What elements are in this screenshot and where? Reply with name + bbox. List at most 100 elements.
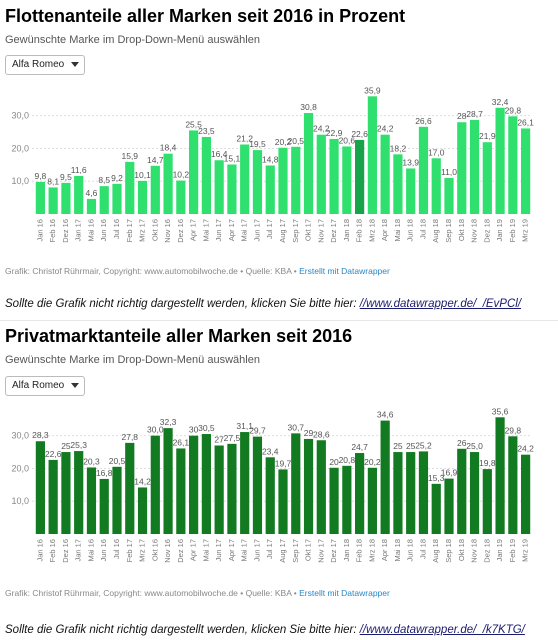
bar-value-label: 29	[304, 428, 314, 438]
bar-value-label: 21,2	[236, 134, 253, 144]
x-tick-label: Jun 17	[214, 219, 223, 242]
bar-value-label: 32,3	[160, 417, 177, 427]
bar-value-label: 19,5	[249, 139, 266, 149]
brand-select[interactable]: Alfa Romeo	[5, 55, 85, 75]
x-tick-label: Feb 19	[508, 539, 517, 562]
bar-value-label: 20	[329, 457, 339, 467]
bar-value-label: 20,2	[364, 457, 381, 467]
bar-value-label: 11,0	[441, 167, 457, 177]
bar	[380, 420, 390, 534]
bar-value-label: 16,9	[441, 468, 458, 478]
bar	[99, 478, 109, 534]
x-tick-label: Nov 18	[470, 219, 479, 243]
datawrapper-link[interactable]: Erstellt mit Datawrapper	[299, 266, 390, 276]
bar	[521, 454, 531, 534]
bar	[125, 442, 135, 534]
bar	[495, 417, 505, 534]
x-tick-label: Aug 17	[278, 539, 287, 563]
x-tick-label: Feb 19	[508, 219, 517, 242]
bar	[189, 130, 199, 214]
x-tick-label: Nov 17	[316, 539, 325, 563]
bar-value-label: 27	[214, 435, 224, 445]
bar-value-label: 35,9	[364, 85, 381, 95]
bar	[406, 168, 416, 214]
bar-value-label: 4,6	[86, 188, 98, 198]
x-tick-label: Jul 16	[112, 539, 121, 559]
brand-select[interactable]: Alfa Romeo	[5, 376, 85, 396]
bar-value-label: 20,5	[287, 136, 304, 146]
bar	[35, 181, 45, 214]
bar	[291, 146, 301, 214]
x-tick-label: Jan 17	[74, 539, 83, 562]
bar	[61, 452, 71, 534]
bar-value-label: 30	[189, 425, 199, 435]
x-tick-label: Jul 18	[418, 219, 427, 239]
bar	[112, 466, 122, 534]
bar	[278, 469, 288, 534]
x-tick-label: Sep 18	[444, 219, 453, 243]
bar	[214, 445, 224, 534]
fallback-link[interactable]: //www.datawrapper.de/_/EvPCl/	[359, 298, 522, 310]
bar	[291, 433, 301, 534]
bar	[329, 138, 339, 214]
x-tick-label: Dez 17	[329, 539, 338, 563]
bar-value-label: 26,6	[415, 116, 432, 126]
bar	[482, 469, 492, 534]
y-tick-label: 30,0	[11, 111, 29, 121]
x-tick-label: Nov 16	[163, 539, 172, 563]
fallback-note: Sollte die Grafik nicht richtig dargeste…	[5, 298, 553, 310]
bar-value-label: 20,3	[83, 456, 100, 466]
bar	[125, 161, 135, 214]
x-tick-label: Okt 16	[150, 539, 159, 561]
x-tick-label: Mai 18	[393, 219, 402, 242]
x-tick-label: Feb 18	[355, 219, 364, 242]
x-tick-label: Jun 16	[99, 219, 108, 242]
bar	[508, 436, 518, 534]
bar-value-label: 9,5	[60, 172, 72, 182]
x-tick-label: Jan 18	[342, 219, 351, 242]
x-tick-label: Apr 17	[227, 219, 236, 241]
x-tick-label: Sep 17	[291, 219, 300, 243]
x-tick-label: Apr 17	[227, 539, 236, 561]
bar	[342, 465, 352, 534]
x-tick-label: Aug 18	[431, 539, 440, 563]
bar	[482, 142, 492, 214]
x-tick-label: Feb 17	[125, 219, 134, 242]
x-tick-label: Jul 17	[265, 539, 274, 559]
datawrapper-link[interactable]: Erstellt mit Datawrapper	[299, 588, 390, 598]
fallback-link[interactable]: //www.datawrapper.de/_/k7KTG/	[359, 624, 525, 636]
bar	[48, 187, 58, 214]
bar-value-label: 29,7	[249, 426, 266, 436]
x-tick-label: Nov 16	[163, 219, 172, 243]
bar	[367, 96, 377, 214]
bar	[316, 440, 326, 534]
bar	[176, 448, 186, 534]
bar-value-label: 24,2	[517, 444, 534, 454]
x-tick-label: Feb 17	[125, 539, 134, 562]
x-tick-label: Mrz 17	[138, 219, 147, 242]
chevron-down-icon	[71, 62, 79, 67]
bar	[240, 432, 250, 534]
x-tick-label: Feb 16	[48, 539, 57, 562]
bar-value-label: 25,5	[185, 119, 202, 129]
bar-value-label: 15,1	[224, 154, 241, 164]
bar	[444, 478, 454, 534]
bar	[418, 451, 429, 534]
bar	[189, 435, 199, 534]
bar-value-label: 11,6	[71, 165, 87, 175]
bar-value-label: 30,0	[147, 425, 164, 435]
x-tick-label: Mai 17	[201, 219, 210, 242]
bar	[74, 175, 84, 214]
bar	[150, 165, 160, 214]
x-tick-label: Jun 18	[406, 539, 415, 562]
bar-value-label: 23,5	[198, 126, 215, 136]
bar	[521, 128, 531, 214]
bar	[163, 428, 173, 534]
bar	[495, 107, 505, 214]
bar-value-label: 20,6	[339, 135, 356, 145]
brand-select-value: Alfa Romeo	[12, 380, 65, 391]
x-tick-label: Nov 17	[316, 219, 325, 243]
bar-value-label: 21,9	[479, 131, 496, 141]
bar	[431, 483, 441, 534]
bar	[393, 452, 403, 534]
